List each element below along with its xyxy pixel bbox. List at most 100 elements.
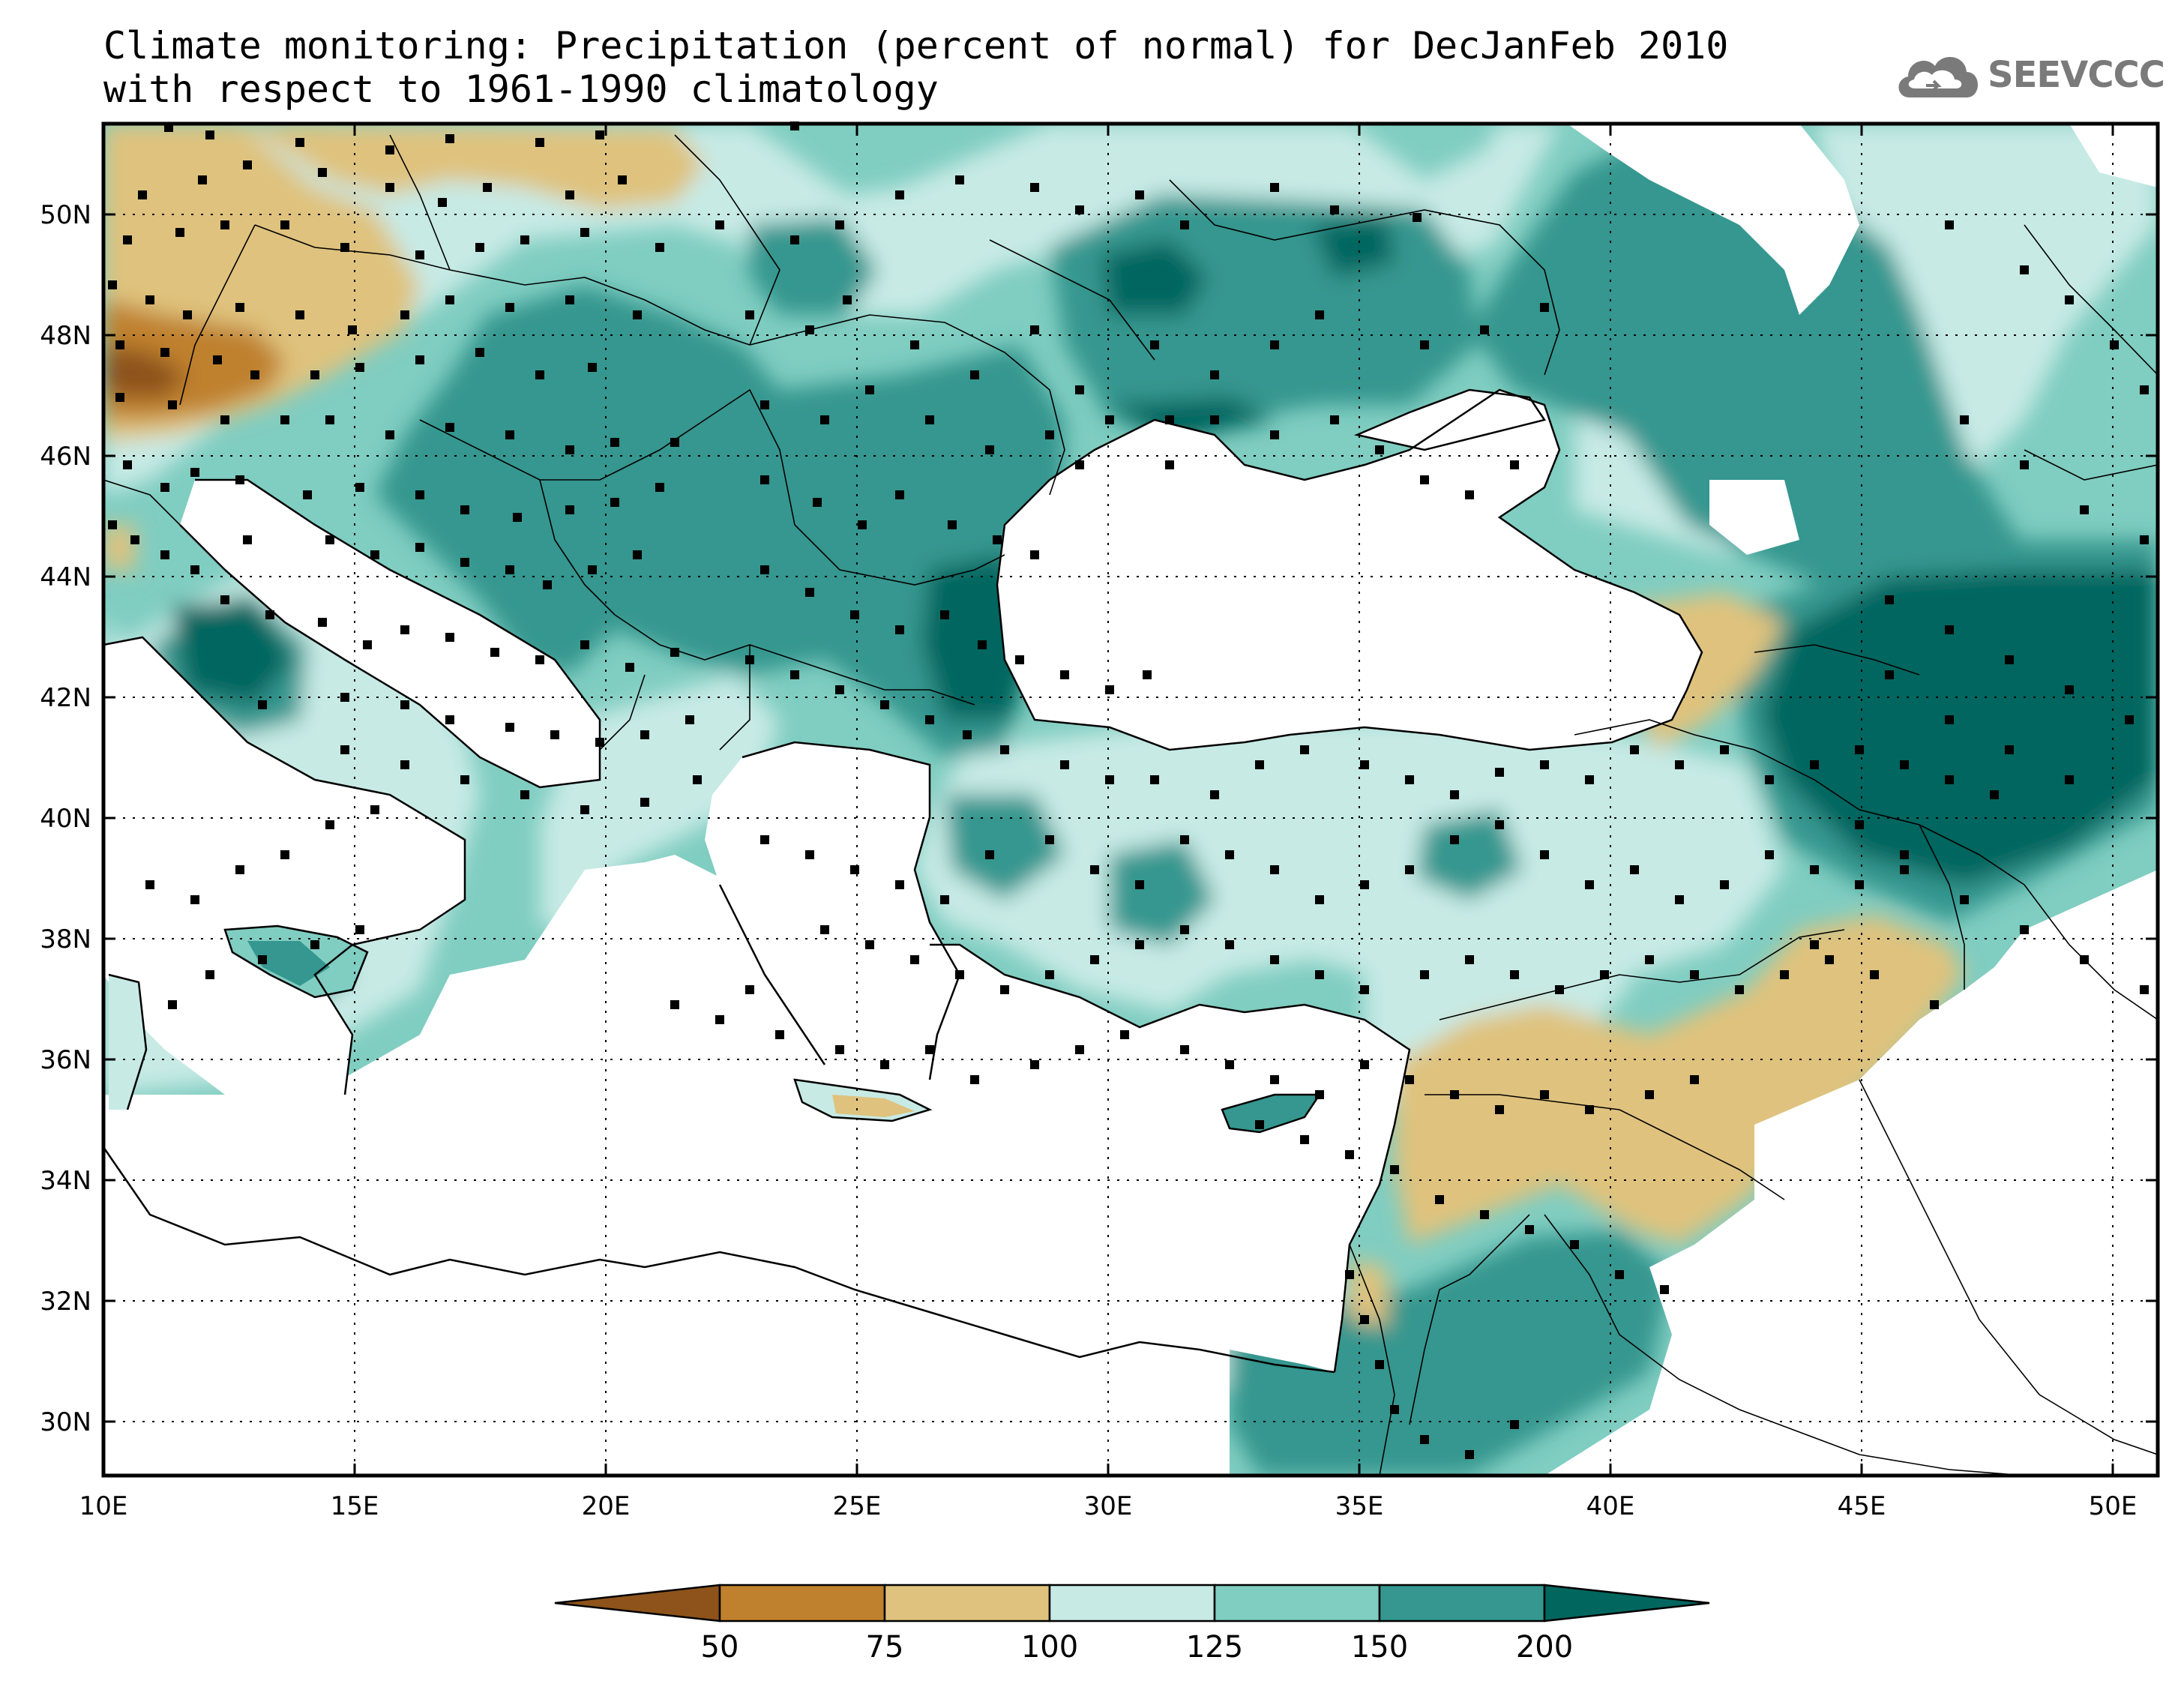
station-marker xyxy=(1630,865,1639,874)
station-marker xyxy=(655,243,664,252)
station-marker xyxy=(190,565,199,574)
station-marker xyxy=(1855,880,1864,889)
station-marker xyxy=(348,325,357,334)
station-marker xyxy=(1105,415,1114,424)
station-marker xyxy=(895,190,904,199)
x-tick-label: 15E xyxy=(331,1491,379,1521)
station-marker xyxy=(910,340,919,349)
station-marker xyxy=(880,1060,889,1069)
station-marker xyxy=(1675,895,1684,904)
colorbar-label: 125 xyxy=(1186,1630,1243,1665)
station-marker xyxy=(1060,670,1069,679)
station-marker xyxy=(1210,415,1219,424)
station-marker xyxy=(1045,835,1054,844)
station-marker xyxy=(1900,850,1909,859)
station-marker xyxy=(520,790,529,799)
station-marker xyxy=(145,880,154,889)
station-marker xyxy=(1465,955,1474,964)
station-marker xyxy=(123,460,132,469)
station-marker xyxy=(505,565,514,574)
station-marker xyxy=(1030,325,1039,334)
station-marker xyxy=(213,355,222,364)
station-marker xyxy=(1420,1435,1429,1444)
y-tick-label: 40N xyxy=(40,804,91,834)
station-marker xyxy=(970,1075,979,1084)
station-marker xyxy=(1210,790,1219,799)
seevccc-logo: SEEVCCC xyxy=(1893,46,2165,103)
station-marker xyxy=(280,415,289,424)
station-marker xyxy=(123,235,132,244)
x-tick-label: 45E xyxy=(1838,1491,1886,1521)
station-marker xyxy=(1420,970,1429,979)
y-axis-labels: 30N 32N 34N 36N 38N 40N 42N 44N 46N 48N … xyxy=(40,200,91,1437)
station-marker xyxy=(445,633,454,642)
station-marker xyxy=(1330,205,1339,214)
x-tick-label: 30E xyxy=(1084,1491,1133,1521)
station-marker xyxy=(715,220,724,229)
station-marker xyxy=(565,445,574,454)
station-marker xyxy=(1900,865,1909,874)
colorbar-50-75 xyxy=(718,1584,886,1623)
colorbar-lt50 xyxy=(554,1584,721,1623)
station-marker xyxy=(820,415,829,424)
station-marker xyxy=(295,310,304,319)
station-marker xyxy=(535,655,544,664)
station-marker xyxy=(325,820,334,829)
station-marker xyxy=(250,370,259,379)
station-marker xyxy=(1090,955,1099,964)
station-marker xyxy=(385,183,394,192)
station-marker xyxy=(445,295,454,304)
station-marker xyxy=(1360,985,1369,994)
station-marker xyxy=(640,730,649,739)
station-marker xyxy=(940,610,949,619)
station-marker xyxy=(985,850,994,859)
station-marker xyxy=(1990,790,1999,799)
station-marker xyxy=(1180,925,1189,934)
station-marker xyxy=(1585,1105,1594,1114)
station-marker xyxy=(1480,1210,1489,1219)
station-marker xyxy=(850,610,859,619)
station-marker xyxy=(1540,850,1549,859)
station-marker xyxy=(1960,415,1969,424)
station-marker xyxy=(1540,1090,1549,1099)
station-marker xyxy=(168,1000,177,1009)
station-marker xyxy=(790,235,799,244)
station-marker xyxy=(1465,490,1474,499)
station-marker xyxy=(1225,940,1234,949)
station-marker xyxy=(1030,550,1039,559)
station-marker xyxy=(258,955,267,964)
station-marker xyxy=(220,220,229,229)
x-axis-labels: 10E 15E 20E 25E 30E 35E 40E 45E 50E xyxy=(79,1491,2138,1521)
station-marker xyxy=(2140,535,2149,544)
station-marker xyxy=(1315,895,1324,904)
station-marker xyxy=(535,370,544,379)
station-marker xyxy=(438,198,447,207)
station-marker xyxy=(385,145,394,154)
station-marker xyxy=(1135,880,1144,889)
station-marker xyxy=(1015,655,1024,664)
station-marker xyxy=(1390,1405,1399,1414)
station-marker xyxy=(2065,775,2074,784)
station-marker xyxy=(693,775,702,784)
station-marker xyxy=(1360,880,1369,889)
station-marker xyxy=(198,175,207,184)
station-marker xyxy=(1225,850,1234,859)
station-marker xyxy=(1765,850,1774,859)
colorbar-label: 200 xyxy=(1516,1630,1573,1665)
station-marker xyxy=(340,745,349,754)
station-marker xyxy=(813,498,822,507)
station-marker xyxy=(535,138,544,147)
station-marker xyxy=(108,280,117,289)
station-marker xyxy=(460,558,469,567)
station-marker xyxy=(460,505,469,514)
station-marker xyxy=(1540,303,1549,312)
station-marker xyxy=(1270,183,1279,192)
station-marker xyxy=(1450,835,1459,844)
station-marker xyxy=(1540,760,1549,769)
station-marker xyxy=(1855,745,1864,754)
station-marker xyxy=(370,550,379,559)
station-marker xyxy=(2125,715,2134,724)
colorbar-75-100 xyxy=(883,1584,1051,1623)
station-marker xyxy=(1345,1270,1354,1279)
station-marker xyxy=(1585,775,1594,784)
